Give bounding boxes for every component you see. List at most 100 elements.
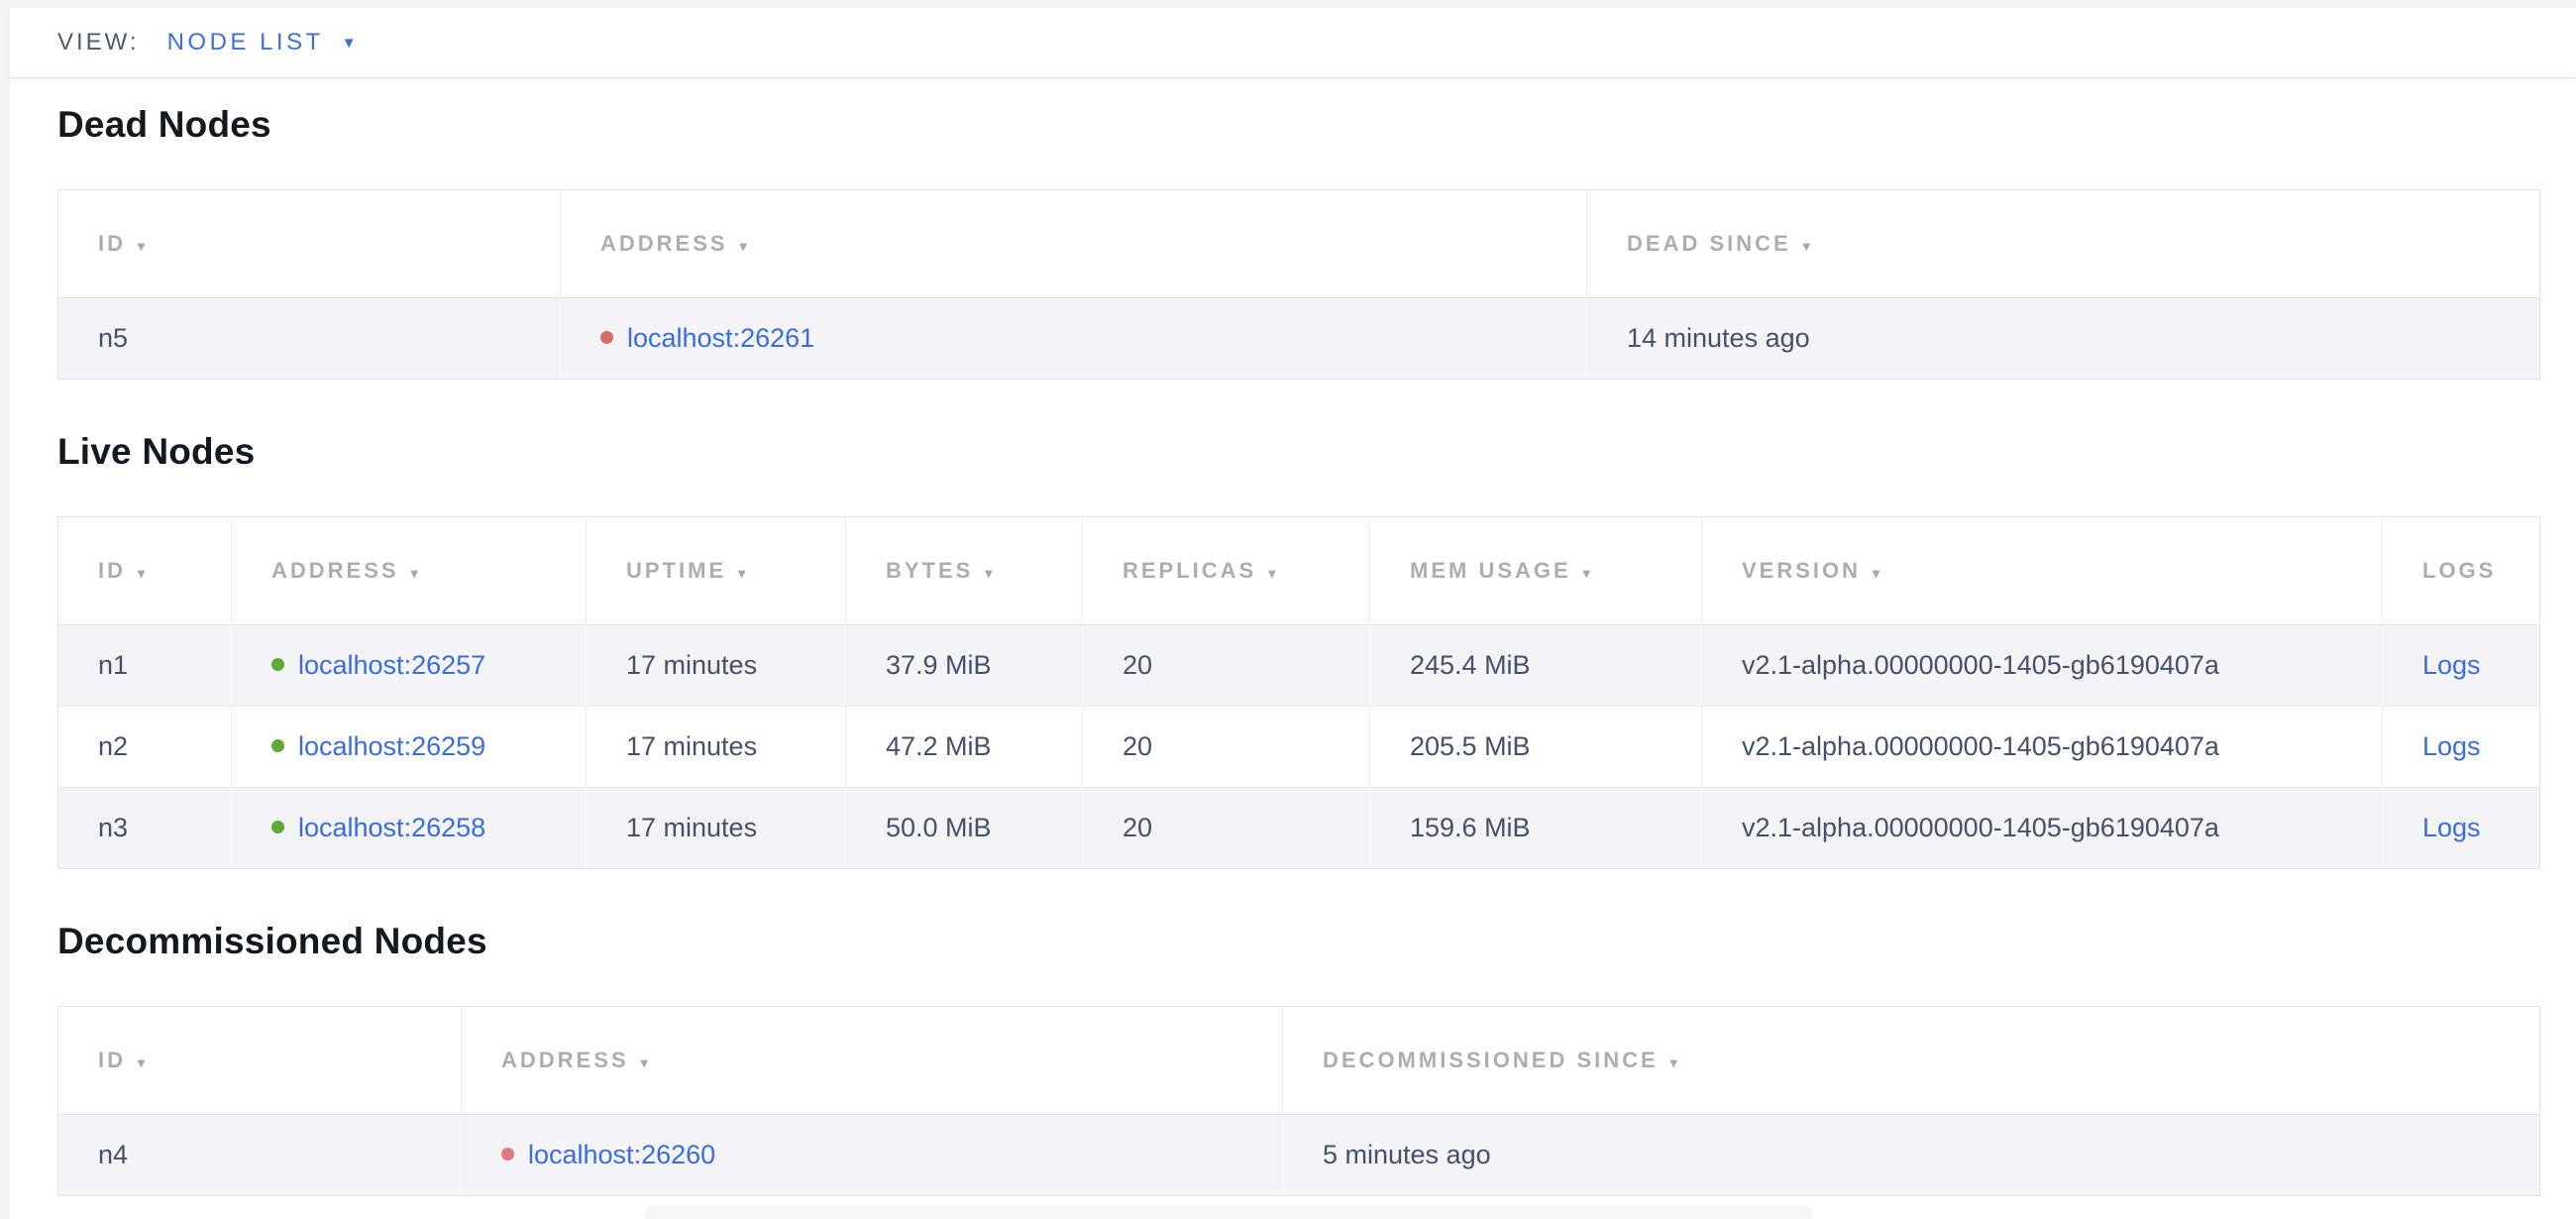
column-header-decommissioned_since[interactable]: DECOMMISSIONED SINCE ▾ xyxy=(1282,1007,2539,1115)
column-header-label: ADDRESS xyxy=(271,558,399,583)
column-header-label: REPLICAS xyxy=(1123,558,1257,583)
sort-caret-icon: ▾ xyxy=(738,565,749,581)
cell-text: v2.1-alpha.00000000-1405-gb6190407a xyxy=(1742,650,2219,680)
bottom-fade-shadow xyxy=(644,1205,1813,1219)
cell-version: v2.1-alpha.00000000-1405-gb6190407a xyxy=(1701,706,2382,787)
cell-logs: Logs xyxy=(2382,706,2539,787)
sort-caret-icon: ▾ xyxy=(410,565,421,581)
logs-link[interactable]: Logs xyxy=(2422,650,2481,680)
column-header-id[interactable]: ID ▾ xyxy=(58,190,560,298)
cell-bytes: 50.0 MiB xyxy=(845,787,1082,868)
sort-caret-icon: ▾ xyxy=(138,565,149,581)
node-address-link[interactable]: localhost:26257 xyxy=(298,650,486,680)
cell-id: n3 xyxy=(58,787,231,868)
column-header-label: ADDRESS xyxy=(600,231,728,256)
cell-text: n5 xyxy=(98,323,129,353)
cell-id: n2 xyxy=(58,706,231,787)
cell-text: n4 xyxy=(98,1140,129,1169)
column-header-version[interactable]: VERSION ▾ xyxy=(1701,517,2382,625)
column-header-label: UPTIME xyxy=(626,558,727,583)
cell-mem_usage: 205.5 MiB xyxy=(1369,706,1701,787)
cell-text: n2 xyxy=(98,731,129,761)
column-header-label: DEAD SINCE xyxy=(1627,231,1791,256)
cell-text: 205.5 MiB xyxy=(1410,731,1531,761)
table-row: n5 localhost:26261 14 minutes ago xyxy=(58,298,2539,379)
column-header-label: ID xyxy=(98,558,126,583)
status-dot-icon xyxy=(271,739,284,753)
column-header-address[interactable]: ADDRESS ▾ xyxy=(560,190,1586,298)
logs-link[interactable]: Logs xyxy=(2422,731,2481,761)
cell-logs: Logs xyxy=(2382,787,2539,868)
cell-id: n4 xyxy=(58,1115,461,1195)
cell-mem_usage: 245.4 MiB xyxy=(1369,625,1701,706)
sort-caret-icon: ▾ xyxy=(138,1054,149,1070)
column-header-bytes[interactable]: BYTES ▾ xyxy=(845,517,1082,625)
table-row: n4 localhost:26260 5 minutes ago xyxy=(58,1115,2539,1195)
table-row: n3 localhost:26258 17 minutes 50.0 MiB 20 159… xyxy=(58,787,2539,868)
header-row: ID ▾ ADDRESS ▾ UPTIME ▾ BYTES ▾ REPLICAS ▾ MEM USA… xyxy=(58,517,2539,625)
cell-logs: Logs xyxy=(2382,625,2539,706)
cell-mem_usage: 159.6 MiB xyxy=(1369,787,1701,868)
column-header-label: MEM USAGE xyxy=(1410,558,1571,583)
decommissioned-nodes-table: ID ▾ ADDRESS ▾ DECOMMISSIONED SINCE ▾ n4 localh… xyxy=(57,1006,2540,1196)
node-address-link[interactable]: localhost:26261 xyxy=(627,323,815,353)
header-row: ID ▾ ADDRESS ▾ DEAD SINCE ▾ xyxy=(58,190,2539,298)
column-header-label: LOGS xyxy=(2422,558,2497,583)
logs-link[interactable]: Logs xyxy=(2422,813,2481,842)
column-header-uptime[interactable]: UPTIME ▾ xyxy=(586,517,845,625)
cell-uptime: 17 minutes xyxy=(586,706,845,787)
cell-replicas: 20 xyxy=(1082,625,1369,706)
sort-caret-icon: ▾ xyxy=(1268,565,1279,581)
cell-text: 5 minutes ago xyxy=(1323,1140,1491,1169)
column-header-address[interactable]: ADDRESS ▾ xyxy=(461,1007,1282,1115)
decommissioned-nodes-section: Decommissioned Nodes ID ▾ ADDRESS ▾ DECOMMISS… xyxy=(57,921,2540,1196)
topbar: VIEW: NODE LIST ▼ xyxy=(10,8,2576,78)
column-header-id[interactable]: ID ▾ xyxy=(58,517,231,625)
column-header-label: BYTES xyxy=(886,558,974,583)
cell-text: 20 xyxy=(1123,731,1153,761)
cell-text: 159.6 MiB xyxy=(1410,813,1531,842)
cell-decommissioned_since: 5 minutes ago xyxy=(1282,1115,2539,1195)
column-header-replicas[interactable]: REPLICAS ▾ xyxy=(1082,517,1369,625)
cell-id: n5 xyxy=(58,298,560,379)
cell-replicas: 20 xyxy=(1082,787,1369,868)
cell-version: v2.1-alpha.00000000-1405-gb6190407a xyxy=(1701,625,2382,706)
node-address-link[interactable]: localhost:26258 xyxy=(298,813,486,842)
column-header-dead_since[interactable]: DEAD SINCE ▾ xyxy=(1586,190,2539,298)
dead-nodes-section: Dead Nodes ID ▾ ADDRESS ▾ DEAD SINCE ▾ n5 localh… xyxy=(57,104,2540,380)
cell-text: v2.1-alpha.00000000-1405-gb6190407a xyxy=(1742,813,2219,842)
cell-address: localhost:26257 xyxy=(231,625,586,706)
cell-dead_since: 14 minutes ago xyxy=(1586,298,2539,379)
status-dot-icon xyxy=(600,331,613,345)
view-label: VIEW: xyxy=(57,29,140,55)
cell-text: 50.0 MiB xyxy=(886,813,992,842)
status-dot-icon xyxy=(271,658,284,672)
node-list-main: Dead Nodes ID ▾ ADDRESS ▾ DEAD SINCE ▾ n5 localh… xyxy=(10,78,2576,1196)
live-nodes-table: ID ▾ ADDRESS ▾ UPTIME ▾ BYTES ▾ REPLICAS ▾ MEM USA… xyxy=(57,516,2540,869)
node-address-link[interactable]: localhost:26260 xyxy=(528,1140,716,1169)
cell-uptime: 17 minutes xyxy=(586,625,845,706)
view-selector[interactable]: NODE LIST ▼ xyxy=(167,29,361,56)
cell-text: 17 minutes xyxy=(626,731,758,761)
sort-caret-icon: ▾ xyxy=(640,1054,651,1070)
cell-text: 14 minutes ago xyxy=(1627,323,1810,353)
sort-caret-icon: ▾ xyxy=(138,238,149,254)
sort-caret-icon: ▾ xyxy=(1669,1054,1680,1070)
cell-address: localhost:26261 xyxy=(560,298,1586,379)
cell-text: 37.9 MiB xyxy=(886,650,992,680)
node-address-link[interactable]: localhost:26259 xyxy=(298,731,486,761)
column-header-label: ADDRESS xyxy=(501,1048,629,1072)
sort-caret-icon: ▾ xyxy=(1873,565,1883,581)
cell-text: 20 xyxy=(1123,813,1153,842)
view-selector-value: NODE LIST xyxy=(166,29,324,55)
sort-caret-icon: ▾ xyxy=(739,238,750,254)
column-header-mem_usage[interactable]: MEM USAGE ▾ xyxy=(1369,517,1701,625)
cell-address: localhost:26260 xyxy=(461,1115,1282,1195)
column-header-id[interactable]: ID ▾ xyxy=(58,1007,461,1115)
column-header-label: DECOMMISSIONED SINCE xyxy=(1323,1048,1659,1072)
cell-replicas: 20 xyxy=(1082,706,1369,787)
sort-caret-icon: ▾ xyxy=(985,565,996,581)
status-dot-icon xyxy=(271,821,284,834)
cell-text: 245.4 MiB xyxy=(1410,650,1531,680)
column-header-address[interactable]: ADDRESS ▾ xyxy=(231,517,586,625)
